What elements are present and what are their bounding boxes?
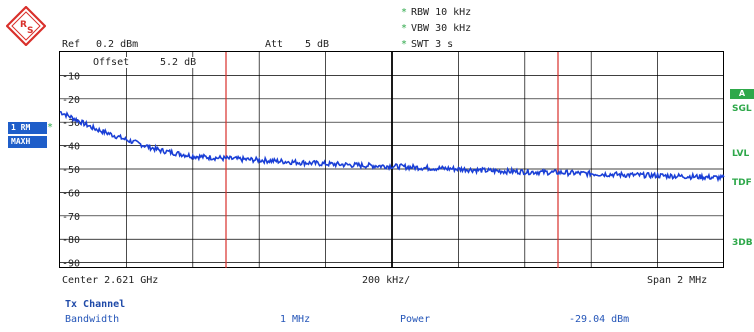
y-tick-label: -70 — [62, 212, 80, 223]
vbw-readout: VBW 30 kHz — [411, 23, 472, 34]
bandwidth-value: 1 MHz — [280, 314, 311, 325]
trace-mode-badge: 1 RM — [8, 122, 47, 134]
3db-label: 3DB — [732, 238, 753, 248]
svg-text:R: R — [20, 20, 27, 30]
offset-label: Offset — [93, 57, 130, 68]
bandwidth-label: Bandwidth — [65, 314, 120, 325]
swt-star: * — [401, 39, 408, 50]
att-label: Att — [265, 39, 284, 50]
rohde-schwarz-logo: R S — [6, 6, 46, 46]
spectrum-trace — [59, 110, 725, 183]
rbw-star: * — [401, 7, 408, 18]
ref-value: 0.2 dBm — [96, 39, 139, 50]
y-tick-label: -60 — [62, 188, 80, 199]
ref-label: Ref — [62, 39, 81, 50]
lvl-label: LVL — [732, 149, 750, 159]
span-readout: Span 2 MHz — [647, 275, 708, 286]
trace-detector-badge: MAXH — [8, 136, 47, 148]
center-frequency: Center 2.621 GHz — [62, 275, 159, 286]
y-tick-label: -90 — [62, 259, 80, 269]
trace-a-badge: A — [730, 89, 754, 99]
tdf-label: TDF — [732, 178, 752, 188]
rbw-readout: RBW 10 kHz — [411, 7, 472, 18]
vbw-star: * — [401, 23, 408, 34]
svg-text:S: S — [27, 26, 33, 36]
power-label: Power — [400, 314, 431, 325]
spectrum-plot: -10 -20 -30 -40 -50 -60 -70 -80 -90 — [59, 51, 725, 269]
sgl-label: SGL — [732, 104, 752, 114]
y-tick-label: -80 — [62, 235, 80, 246]
att-value: 5 dB — [305, 39, 330, 50]
power-value: -29.04 dBm — [569, 314, 630, 325]
division-width: 200 kHz/ — [362, 275, 411, 286]
swt-readout: SWT 3 s — [411, 39, 454, 50]
offset-value: 5.2 dB — [160, 57, 197, 68]
y-tick-label: -50 — [62, 165, 80, 176]
y-tick-label: -40 — [62, 142, 80, 153]
trace-star: * — [47, 122, 54, 133]
tx-channel-title: Tx Channel — [65, 299, 126, 310]
y-tick-label: -10 — [62, 71, 80, 82]
y-tick-label: -20 — [62, 95, 80, 106]
y-tick-label: -30 — [62, 118, 80, 129]
